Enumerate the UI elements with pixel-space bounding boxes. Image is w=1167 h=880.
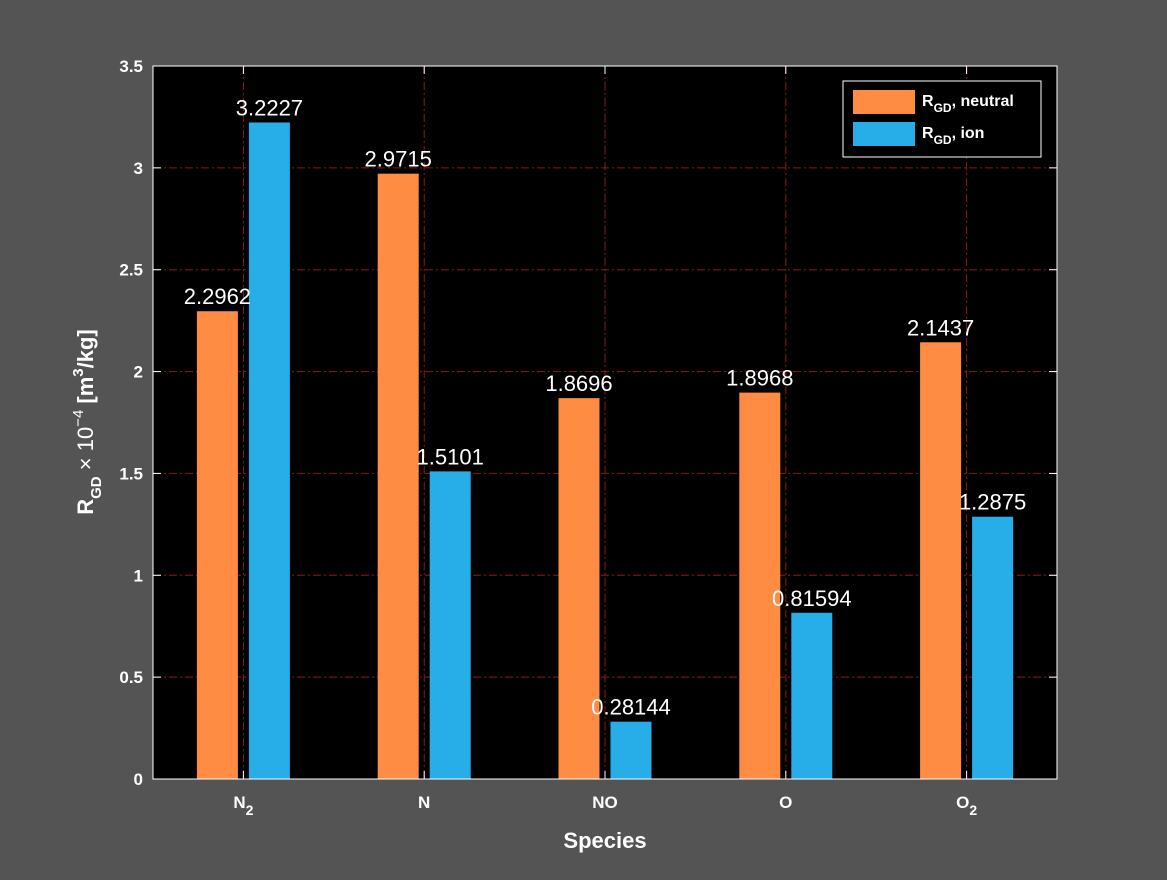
data-label: 0.81594 [772,586,852,611]
y-tick-label: 1 [134,566,143,585]
data-label: 1.2875 [959,490,1026,515]
bar-neutral-n [377,173,419,780]
x-tick-label: N [418,793,430,812]
bar-ion-n [429,471,471,779]
bar-neutral-no [558,398,600,779]
legend: RGD, neutral RGD, ion [842,80,1042,158]
bar-ion-no [610,721,652,779]
y-tick-label: 0 [134,770,143,789]
data-label: 1.8696 [545,371,612,396]
y-tick-label: 3.5 [119,57,143,76]
x-tick-label: O2 [956,793,977,818]
legend-swatch-ion [853,122,915,146]
y-tick-label: 0.5 [119,668,143,687]
data-label: 1.5101 [417,444,484,469]
bar-ion-n2 [248,122,290,779]
bar-neutral-o [739,392,781,779]
legend-label-ion: RGD, ion [922,125,984,147]
bar-ion-o [791,612,833,779]
data-label: 0.28144 [591,695,671,720]
y-axis-label: RGD × 10−4 [m3/kg] [70,329,105,515]
y-tick-label: 2.5 [119,261,143,280]
grid [153,66,1057,779]
y-tick-label: 1.5 [119,464,143,483]
axis-ticks: 0 0.5 1 1.5 2 2.5 3 3.5 N2 N NO O O2 [119,57,1057,818]
x-tick-label: O [779,793,792,812]
legend-label-neutral: RGD, neutral [922,93,1014,115]
data-label: 3.2227 [236,95,303,120]
data-label: 2.2962 [184,284,251,309]
x-tick-label: NO [592,793,618,812]
data-label: 2.1437 [907,315,974,340]
bars [196,122,1014,780]
y-tick-label: 3 [134,159,143,178]
data-label: 1.8968 [726,366,793,391]
bar-neutral-o2 [920,342,962,779]
bar-neutral-n2 [196,311,238,779]
legend-swatch-neutral [853,90,915,114]
x-axis-label: Species [563,828,646,853]
bar-ion-o2 [972,516,1014,779]
x-tick-label: N2 [233,793,253,818]
data-label: 2.9715 [365,147,432,172]
data-labels: 2.2962 2.9715 1.8696 1.8968 2.1437 3.2227 1.51… [184,95,1026,719]
y-tick-label: 2 [134,363,143,382]
